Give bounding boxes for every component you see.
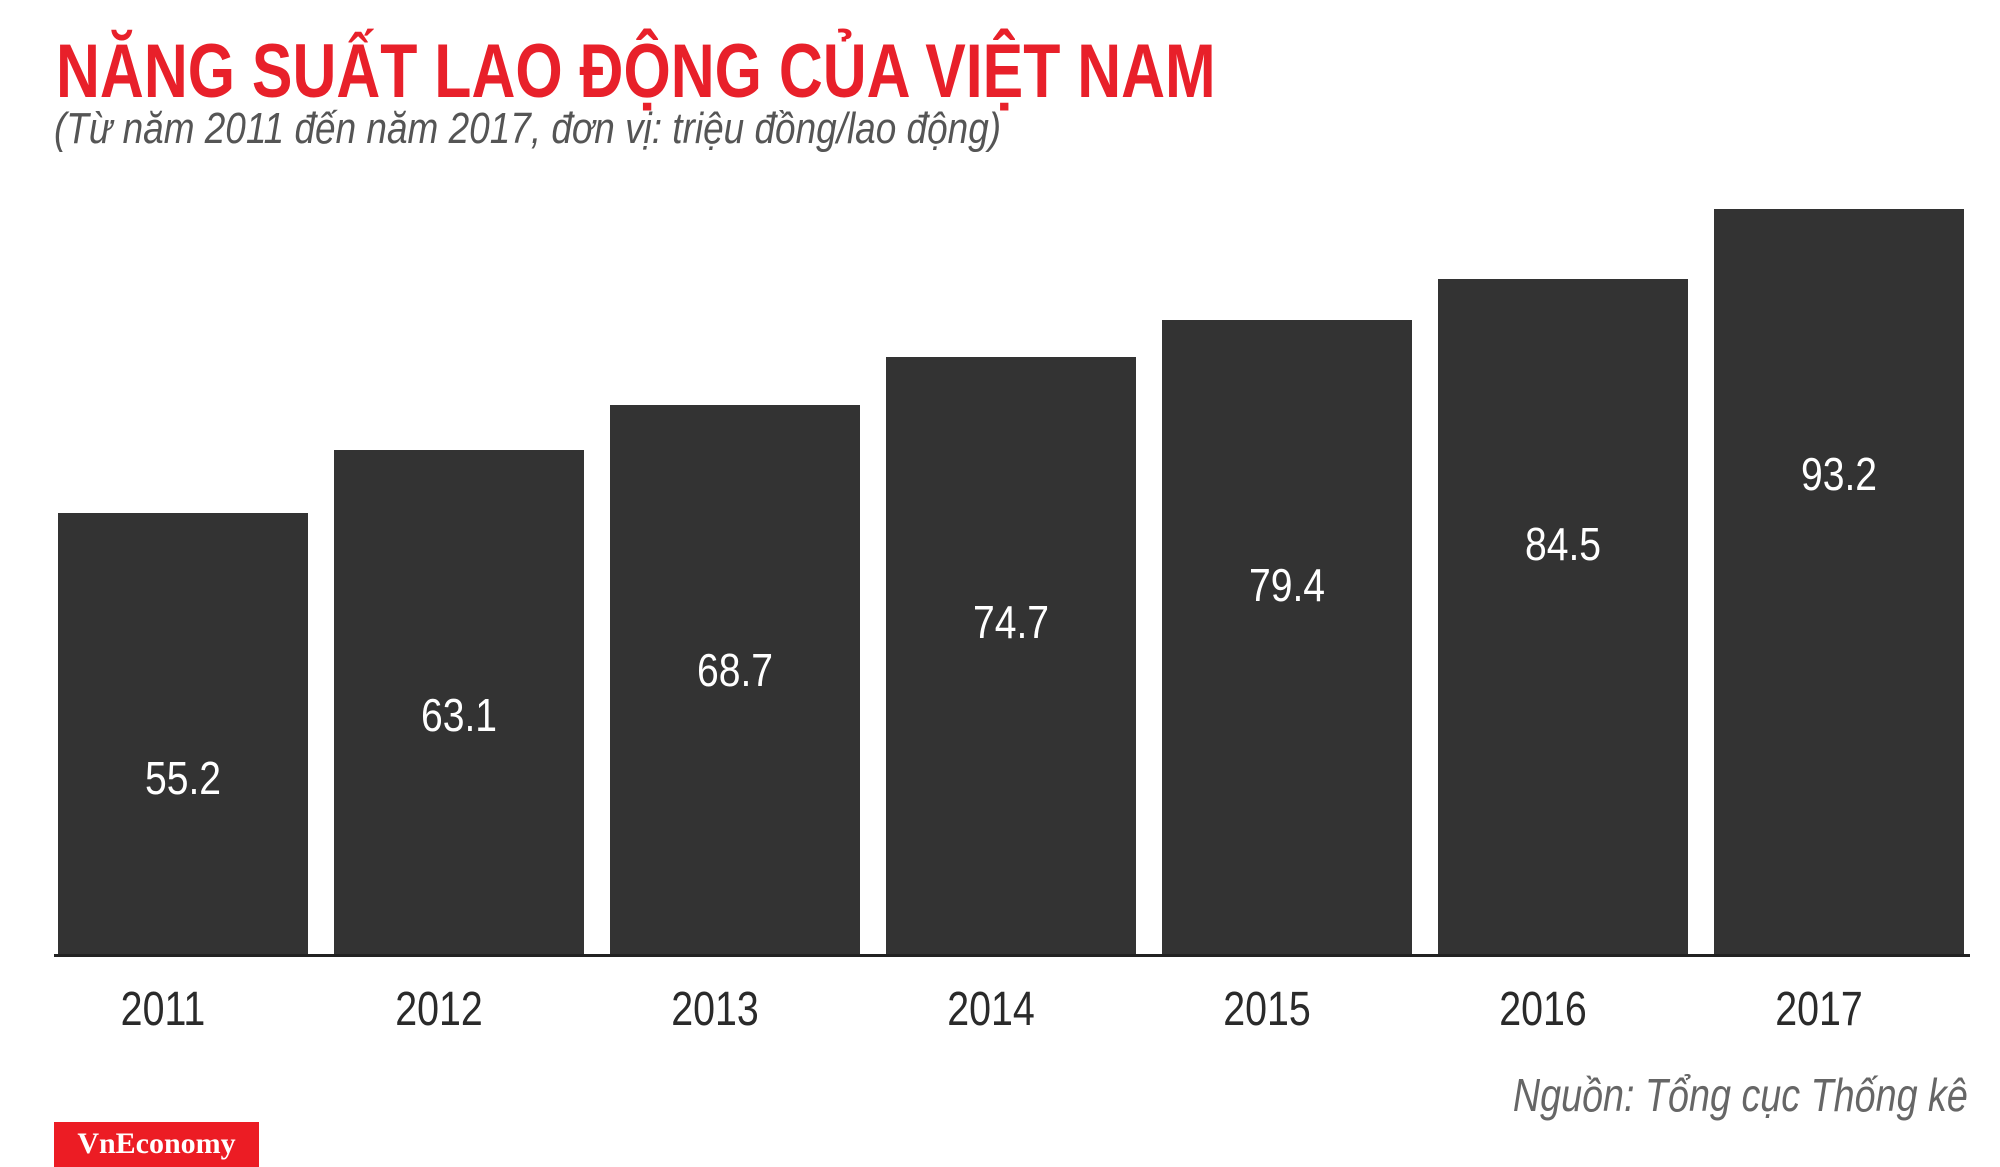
chart-title: NĂNG SUẤT LAO ĐỘNG CỦA VIỆT NAM: [56, 29, 1216, 114]
value-label: 93.2: [1800, 448, 1878, 501]
x-tick-label: 2011: [120, 983, 206, 1036]
bar-2011: [58, 513, 308, 955]
chart-subtitle: (Từ năm 2011 đến năm 2017, đơn vị: triệu…: [54, 104, 1002, 153]
bar-2016: [1438, 279, 1688, 955]
value-label: 63.1: [420, 689, 498, 742]
value-label: 68.7: [696, 644, 774, 697]
value-label: 74.7: [972, 596, 1050, 649]
bar-2012: [334, 450, 584, 955]
vneconomy-logo: VnEconomy: [54, 1122, 259, 1167]
bar-2014: [886, 357, 1136, 955]
value-label: 79.4: [1248, 558, 1326, 611]
x-axis-line: [54, 954, 1970, 957]
x-tick-label: 2017: [1775, 983, 1863, 1036]
source-note: Nguồn: Tổng cục Thống kê: [1512, 1069, 1968, 1121]
bar-2017: [1714, 209, 1964, 955]
x-tick-label: 2015: [1223, 983, 1311, 1036]
x-tick-label: 2014: [947, 983, 1035, 1036]
bar-2015: [1162, 319, 1412, 955]
x-tick-label: 2013: [671, 983, 759, 1036]
value-label: 55.2: [144, 752, 222, 805]
x-tick-label: 2012: [395, 983, 483, 1036]
x-tick-label: 2016: [1499, 983, 1587, 1036]
value-label: 84.5: [1524, 518, 1602, 570]
bar-2013: [610, 405, 860, 955]
